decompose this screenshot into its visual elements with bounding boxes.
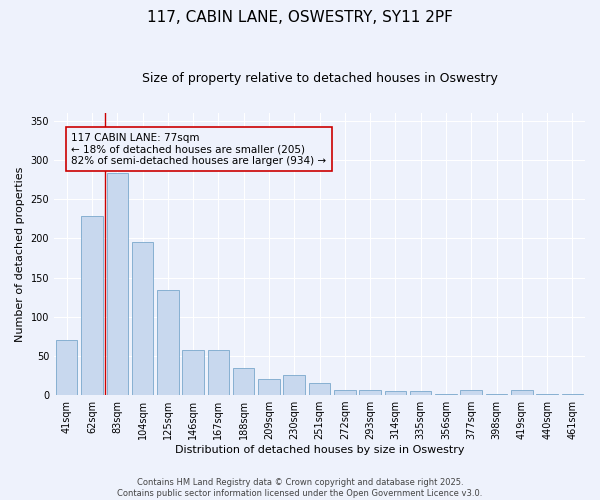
Text: Contains HM Land Registry data © Crown copyright and database right 2025.
Contai: Contains HM Land Registry data © Crown c…: [118, 478, 482, 498]
Bar: [385, 391, 406, 395]
Bar: [486, 394, 507, 395]
Bar: [359, 390, 381, 395]
Bar: [283, 374, 305, 395]
Text: 117 CABIN LANE: 77sqm
← 18% of detached houses are smaller (205)
82% of semi-det: 117 CABIN LANE: 77sqm ← 18% of detached …: [71, 132, 326, 166]
Bar: [107, 172, 128, 395]
Bar: [511, 390, 533, 395]
Text: 117, CABIN LANE, OSWESTRY, SY11 2PF: 117, CABIN LANE, OSWESTRY, SY11 2PF: [147, 10, 453, 25]
Bar: [562, 394, 583, 395]
Bar: [182, 350, 204, 395]
Bar: [81, 216, 103, 395]
Title: Size of property relative to detached houses in Oswestry: Size of property relative to detached ho…: [142, 72, 497, 86]
Bar: [258, 378, 280, 395]
Bar: [309, 384, 330, 395]
Y-axis label: Number of detached properties: Number of detached properties: [15, 166, 25, 342]
Bar: [435, 394, 457, 395]
Bar: [132, 242, 153, 395]
Bar: [157, 290, 179, 395]
Bar: [410, 391, 431, 395]
Bar: [460, 390, 482, 395]
Bar: [334, 390, 356, 395]
Bar: [536, 394, 558, 395]
Bar: [56, 340, 77, 395]
Bar: [208, 350, 229, 395]
Bar: [233, 368, 254, 395]
X-axis label: Distribution of detached houses by size in Oswestry: Distribution of detached houses by size …: [175, 445, 464, 455]
